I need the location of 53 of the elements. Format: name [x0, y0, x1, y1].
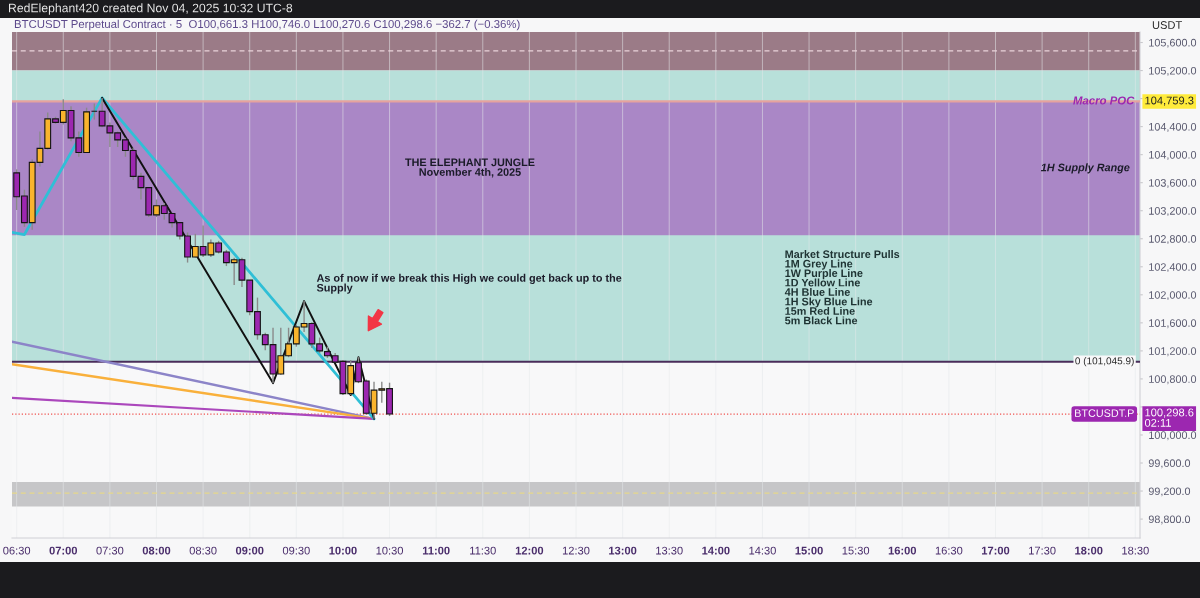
y-tick-label: 101,600.0: [1149, 319, 1197, 329]
x-tick-label: 08:30: [189, 546, 217, 555]
x-tick-label: 15:00: [795, 546, 823, 555]
x-tick-label: 09:00: [235, 546, 264, 555]
x-tick-label: 16:30: [935, 546, 963, 555]
text: 100,298.6 02:11: [1144, 408, 1194, 427]
x-tick-label: 14:00: [702, 546, 730, 555]
x-tick-label: 18:00: [1075, 546, 1103, 555]
x-tick-label: 13:30: [656, 546, 683, 555]
x-tick-label: 11:00: [422, 546, 450, 555]
y-tick-label: 104,400.0: [1149, 122, 1197, 132]
annotation: As of now if we break this High we could get back up to the Supply: [316, 273, 622, 294]
ref-line-label: BTCUSDT.P: [1075, 409, 1134, 417]
y-axis-title: USDT: [1152, 21, 1182, 29]
x-tick-label: 10:00: [329, 546, 357, 555]
y-tick-label: 99,600.0: [1148, 459, 1191, 469]
y-tick-label: 98,800.0: [1148, 515, 1191, 525]
x-tick-label: 06:30: [3, 546, 31, 555]
x-tick-label: 13:00: [609, 546, 637, 555]
y-tick-label: 104,000.0: [1149, 151, 1197, 160]
x-tick-label: 17:00: [982, 546, 1010, 555]
y-tick-label: 102,000.0: [1149, 291, 1197, 301]
x-tick-label: 14:30: [749, 546, 776, 555]
x-tick-label: 15:30: [842, 546, 870, 555]
y-tick-label: 102,800.0: [1149, 235, 1197, 245]
ref-line-label: Macro POC: [1073, 96, 1135, 105]
y-tick-label: 105,600.0: [1149, 38, 1197, 48]
y-tick-label: 103,200.0: [1149, 207, 1197, 217]
x-tick-label: 10:30: [376, 546, 404, 555]
y-tick-label: 100,800.0: [1149, 375, 1197, 385]
x-tick-label: 08:00: [142, 546, 171, 555]
text: 104,759.3: [1145, 96, 1194, 106]
ref-line-label: 0 (101,045.9): [1075, 357, 1134, 367]
annotation: THE ELEPHANT JUNGLE November 4th, 2025: [405, 158, 535, 178]
y-tick-label: 99,200.0: [1148, 487, 1191, 497]
y-tick-label: 100,000.0: [1149, 431, 1197, 441]
x-tick-label: 16:00: [888, 546, 917, 555]
x-tick-label: 17:30: [1029, 546, 1056, 555]
chart-title: RedElephant420 created Nov 04, 2025 10:32 UTC-8: [9, 3, 293, 15]
y-tick-label: 105,200.0: [1149, 66, 1197, 76]
y-tick-label: 103,600.0: [1149, 179, 1197, 188]
x-tick-label: 07:30: [96, 546, 124, 555]
x-tick-label: 09:30: [282, 546, 310, 555]
y-tick-label: 102,400.0: [1149, 263, 1197, 273]
y-tick-label: 101,200.0: [1149, 347, 1197, 357]
x-tick-label: 07:00: [49, 546, 78, 555]
annotation: Market Structure Pulls 1M Grey Line 1W Purple Line 1D Yellow Line 4H Blue Line 1H Sky Blue Line 15m Red Line 5m Black Line: [784, 250, 900, 325]
chart-subtitle: BTCUSDT Perpetual Contract · 5 O100,661.3 H100,746.0 L100,270.6 C100,298.6 −362.7 (−0.36%): [14, 19, 520, 31]
x-tick-label: 11:30: [470, 546, 496, 555]
x-tick-label: 12:00: [515, 546, 544, 555]
x-tick-label: 18:30: [1122, 546, 1149, 555]
x-tick-label: 12:30: [562, 546, 590, 555]
band-label: 1H Supply Range: [1040, 163, 1130, 174]
